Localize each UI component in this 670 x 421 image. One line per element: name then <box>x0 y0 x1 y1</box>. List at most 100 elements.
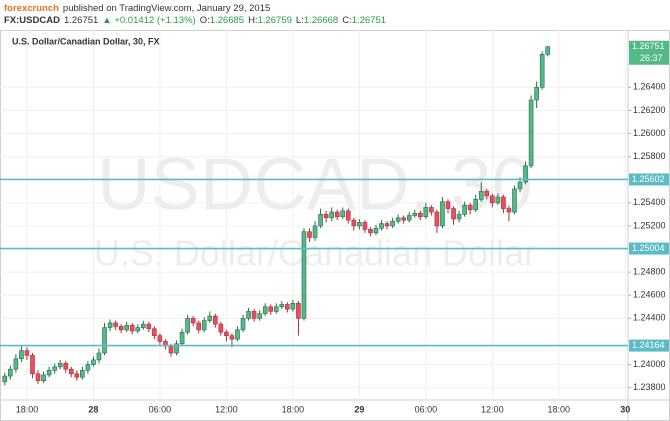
candle-body <box>517 181 523 190</box>
candle-body <box>417 212 423 217</box>
candle-body <box>501 196 506 209</box>
x-tick-label: 12:00 <box>481 404 504 414</box>
candle-body <box>301 231 307 319</box>
candle-body <box>85 364 91 371</box>
y-tick-label: 1.23800 <box>633 382 666 392</box>
candle-body <box>273 306 279 312</box>
candle-body <box>478 190 484 200</box>
candle-body <box>307 231 312 238</box>
candle-body <box>429 207 434 213</box>
candle-body <box>368 229 373 234</box>
candle-body <box>207 315 213 321</box>
candle-body <box>185 318 190 333</box>
candle-body <box>506 208 512 213</box>
last-price: 1.26751 <box>632 41 665 51</box>
candle-body <box>8 368 13 377</box>
candle-body <box>345 210 351 221</box>
x-tick-label: 18:00 <box>282 404 305 414</box>
x-tick-label: 28 <box>88 404 98 414</box>
last-price-bg <box>629 40 669 65</box>
x-tick-label: 18:00 <box>16 404 39 414</box>
candle-body <box>246 311 251 319</box>
ohlc-value: 1.26759 <box>258 15 292 26</box>
chart-title: U.S. Dollar/Canadian Dollar, 30, FX <box>12 36 160 46</box>
candle-body <box>512 188 517 213</box>
candle-body <box>2 375 8 383</box>
candle-body <box>19 350 24 360</box>
level-label: 1.24164 <box>632 340 665 350</box>
candle-body <box>141 323 146 328</box>
candle-body <box>318 214 323 227</box>
candle-body <box>68 368 74 375</box>
level-label-bg <box>629 242 669 255</box>
candle-body <box>285 304 290 310</box>
candle-body <box>440 201 445 227</box>
candle-body <box>35 373 41 382</box>
y-tick-label: 1.26200 <box>633 105 666 115</box>
watermark: USDCAD, 30 <box>97 143 533 226</box>
level-label: 1.25602 <box>632 174 665 184</box>
candle-body <box>179 331 185 345</box>
candle-body <box>379 223 384 229</box>
ohlc-label: O: <box>200 15 210 26</box>
candle-body <box>484 190 490 197</box>
y-tick-label: 1.25800 <box>633 151 666 161</box>
ohlc-label: H: <box>248 15 258 26</box>
candle-body <box>401 217 406 221</box>
candle-body <box>129 324 135 332</box>
candle-body <box>490 195 495 204</box>
x-tick-label: 12:00 <box>215 404 238 414</box>
candle-body <box>262 306 268 315</box>
candle-body <box>63 363 69 370</box>
level-label: 1.25004 <box>632 243 665 253</box>
ohlc-label: C: <box>342 15 352 26</box>
candle-body <box>41 374 46 382</box>
candle-body <box>351 219 357 227</box>
x-tick-label: 06:00 <box>415 404 438 414</box>
candle-body <box>528 99 534 167</box>
candle-body <box>240 318 246 331</box>
last: 1.26751 <box>64 15 98 26</box>
y-tick-label: 1.24400 <box>633 313 666 323</box>
candle-body <box>290 303 296 310</box>
candle-body <box>406 215 412 221</box>
candle-body <box>257 313 262 319</box>
candle-body <box>451 208 456 220</box>
candle-body <box>412 212 418 216</box>
candle-body <box>334 211 340 217</box>
candle-body <box>390 220 395 227</box>
candle-body <box>323 214 329 219</box>
candle-body <box>96 352 102 361</box>
candle-body <box>251 311 257 319</box>
candle-body <box>80 370 85 378</box>
y-tick-label: 1.24000 <box>633 359 666 369</box>
y-tick-label: 1.26400 <box>633 82 666 92</box>
candle-body <box>456 214 462 220</box>
candle-body <box>539 54 545 88</box>
candle-body <box>235 329 240 340</box>
y-tick-label: 1.24600 <box>633 290 666 300</box>
x-tick-label: 30 <box>620 404 630 414</box>
candle-body <box>495 196 501 204</box>
candle-body <box>279 304 285 308</box>
publish-line: forexcrunch published on TradingView.com,… <box>4 3 270 14</box>
candle-body <box>534 86 539 101</box>
ohlc-label: L: <box>296 15 304 26</box>
candle-body <box>13 358 19 370</box>
candle-body <box>124 324 129 331</box>
candle-body <box>102 327 107 354</box>
candle-body <box>201 320 207 331</box>
level-label-bg <box>629 173 669 186</box>
candle-body <box>362 222 368 230</box>
candle-body <box>384 223 390 227</box>
candle-body <box>395 217 401 222</box>
y-tick-label: 1.24800 <box>633 266 666 276</box>
candle-body <box>312 225 318 238</box>
candle-body <box>174 343 179 354</box>
y-tick-label: 1.25200 <box>633 220 666 230</box>
author: forexcrunch <box>4 3 59 14</box>
y-tick-label: 1.25400 <box>633 197 666 207</box>
ohlc-value: 1.26668 <box>304 15 338 26</box>
x-tick-label: 06:00 <box>149 404 172 414</box>
